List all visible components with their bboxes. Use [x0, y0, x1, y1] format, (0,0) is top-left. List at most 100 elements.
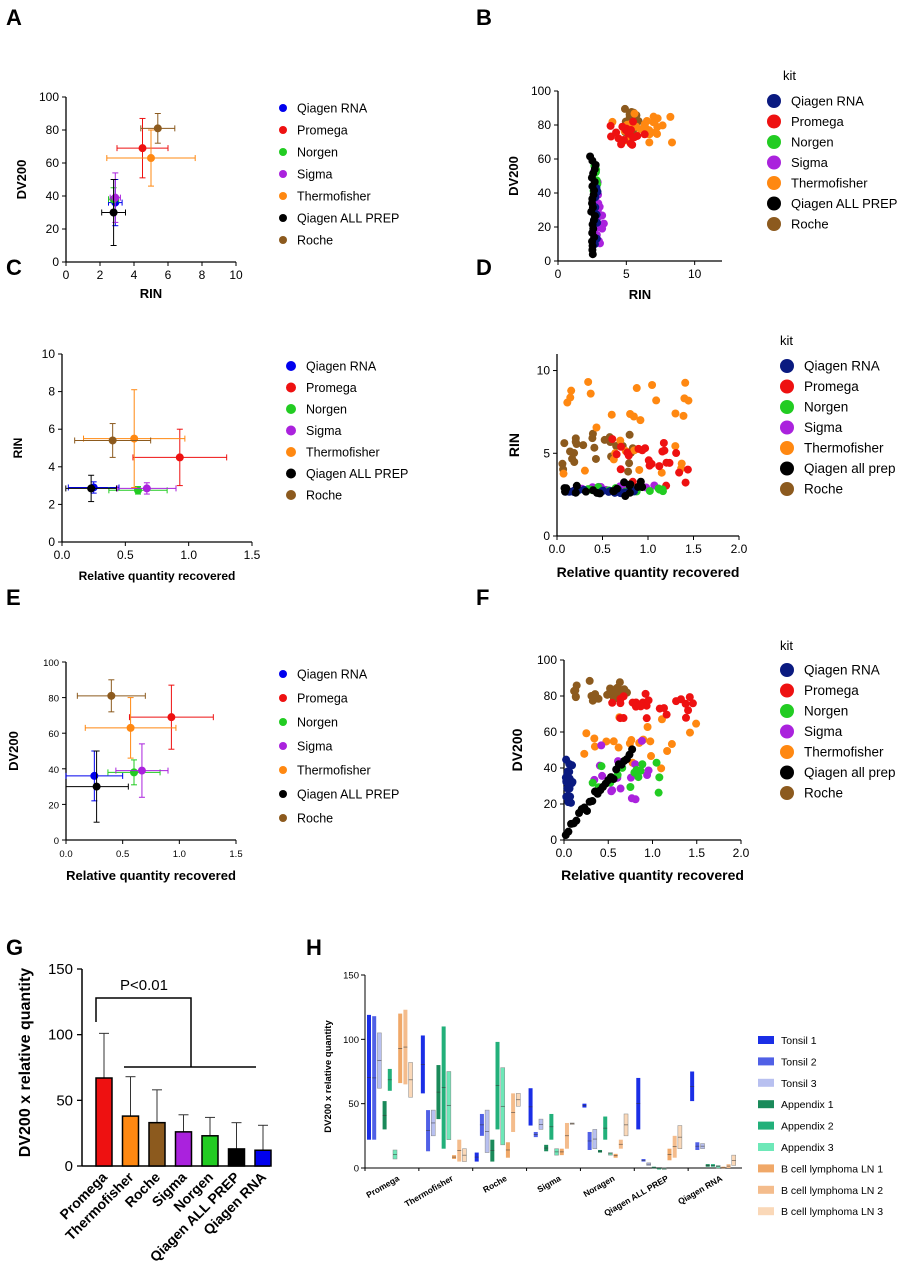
legend-title: kit — [783, 68, 796, 83]
y-tick-label: 0 — [52, 255, 59, 269]
legend-label: Tonsil 2 — [781, 1056, 817, 1068]
data-point-promega — [606, 121, 615, 130]
bar-qiagen-rna — [254, 1149, 272, 1167]
y-tick-label: 40 — [544, 761, 558, 775]
legend-label: Qiagen ALL PREP — [297, 788, 399, 802]
data-point-promega — [608, 435, 617, 444]
data-point-sigma — [597, 741, 606, 750]
x-tick-label: 1.0 — [640, 542, 657, 556]
data-point-promega — [608, 698, 617, 707]
data-point-thermofisher — [671, 442, 680, 451]
legend-marker — [279, 214, 287, 222]
data-point-thermofisher — [657, 764, 666, 773]
bar-qiagen-all-prep — [227, 1148, 246, 1167]
data-point-thermofisher — [667, 740, 676, 749]
data-point-roche — [572, 681, 581, 690]
legend-marker — [758, 1185, 774, 1194]
data-point-norgen — [130, 768, 138, 777]
x-tick-label: Qiagen RNA — [676, 1173, 724, 1206]
legend-label: Roche — [297, 812, 333, 826]
data-point-qiagen-all-prep — [589, 486, 598, 495]
data-point-thermofisher — [647, 752, 656, 761]
data-point-qiagen-rna — [561, 773, 570, 782]
legend-marker — [780, 704, 794, 718]
y-tick-label: 4 — [48, 460, 55, 474]
data-point-qiagen-rna — [90, 771, 99, 780]
data-point-roche — [566, 447, 575, 456]
x-tick-label: 1.5 — [688, 846, 705, 860]
y-tick-label: 50 — [348, 1099, 359, 1110]
data-point-thermofisher — [566, 393, 575, 402]
legend-label: Appendix 2 — [781, 1121, 834, 1133]
y-tick-label: 100 — [343, 1035, 359, 1046]
data-point-promega — [618, 122, 627, 131]
data-point-thermofisher — [680, 394, 689, 403]
data-point-thermofisher — [636, 416, 645, 425]
data-point-roche — [107, 691, 116, 700]
data-point-promega — [642, 714, 651, 723]
legend-marker — [279, 766, 287, 774]
data-point-norgen — [654, 788, 663, 797]
x-tick-label: 0.0 — [54, 548, 71, 562]
y-tick-label: 150 — [48, 961, 73, 978]
legend-marker — [780, 683, 794, 698]
data-point-promega — [634, 444, 643, 453]
data-point-thermofisher — [582, 729, 591, 738]
y-tick-label: 100 — [537, 653, 557, 667]
legend-label: Sigma — [804, 724, 843, 739]
data-point-thermofisher — [679, 411, 688, 420]
legend-marker — [780, 482, 794, 496]
data-point-roche — [625, 459, 634, 468]
legend-label: Promega — [306, 381, 357, 395]
data-point-norgen — [588, 778, 597, 787]
legend-marker — [279, 192, 287, 200]
data-point-thermofisher — [630, 109, 639, 118]
legend-marker — [758, 1164, 774, 1173]
data-point-roche — [588, 434, 597, 443]
panel-label-a: A — [6, 5, 22, 30]
legend-label: Qiagen all prep — [804, 461, 896, 476]
data-point-promega — [629, 133, 638, 142]
legend-marker — [279, 236, 287, 244]
legend-label: B cell lymphoma LN 2 — [781, 1185, 883, 1197]
legend-label: Norgen — [297, 716, 338, 730]
panel-h-chart: 0 50 100 150 DV200 x relative quantity Promeg… — [323, 971, 883, 1219]
data-point-thermofisher — [645, 138, 654, 147]
data-point-norgen — [645, 486, 654, 495]
legend-label: Thermofisher — [297, 764, 371, 778]
data-point-norgen — [626, 782, 635, 791]
legend-label: Qiagen ALL PREP — [297, 212, 399, 226]
data-point-thermofisher — [590, 734, 599, 743]
y-tick-label: 0 — [550, 833, 557, 847]
legend-label: Qiagen RNA — [804, 663, 880, 678]
data-point-thermofisher — [646, 737, 655, 746]
panel-c-chart: 0.0 0.5 1.0 1.5 0 2 4 6 8 10 Relative quantity rec… — [11, 347, 408, 583]
legend-marker — [279, 148, 287, 156]
x-tick-label: 1.0 — [180, 548, 197, 562]
legend-label: Sigma — [306, 424, 341, 438]
y-tick-label: 100 — [39, 90, 59, 104]
y-tick-label: 150 — [343, 971, 359, 982]
legend-label: Qiagen ALL PREP — [306, 467, 408, 481]
y-tick-label: 40 — [46, 189, 60, 203]
data-point-qiagen-all-prep — [572, 481, 581, 490]
x-tick-label: 10 — [688, 267, 702, 281]
x-tick-label: 0 — [555, 267, 562, 281]
data-point-thermofisher — [627, 736, 636, 745]
data-point-promega — [619, 714, 628, 723]
legend-marker — [780, 420, 794, 435]
bar-promega — [95, 1077, 113, 1167]
x-tick-label: 2.0 — [731, 542, 748, 556]
data-point-promega — [612, 128, 621, 137]
y-axis-label: RIN — [506, 433, 522, 457]
data-point-promega — [641, 689, 650, 698]
x-axis-label: Relative quantity recovered — [66, 868, 236, 883]
x-tick-label: 0.5 — [594, 542, 611, 556]
x-axis-label: RIN — [629, 287, 651, 302]
data-point-roche — [594, 694, 603, 703]
data-point-thermofisher — [657, 468, 666, 477]
x-tick-label: 1.5 — [244, 548, 261, 562]
data-point-promega — [684, 706, 693, 715]
x-tick-label: 0 — [63, 268, 70, 282]
